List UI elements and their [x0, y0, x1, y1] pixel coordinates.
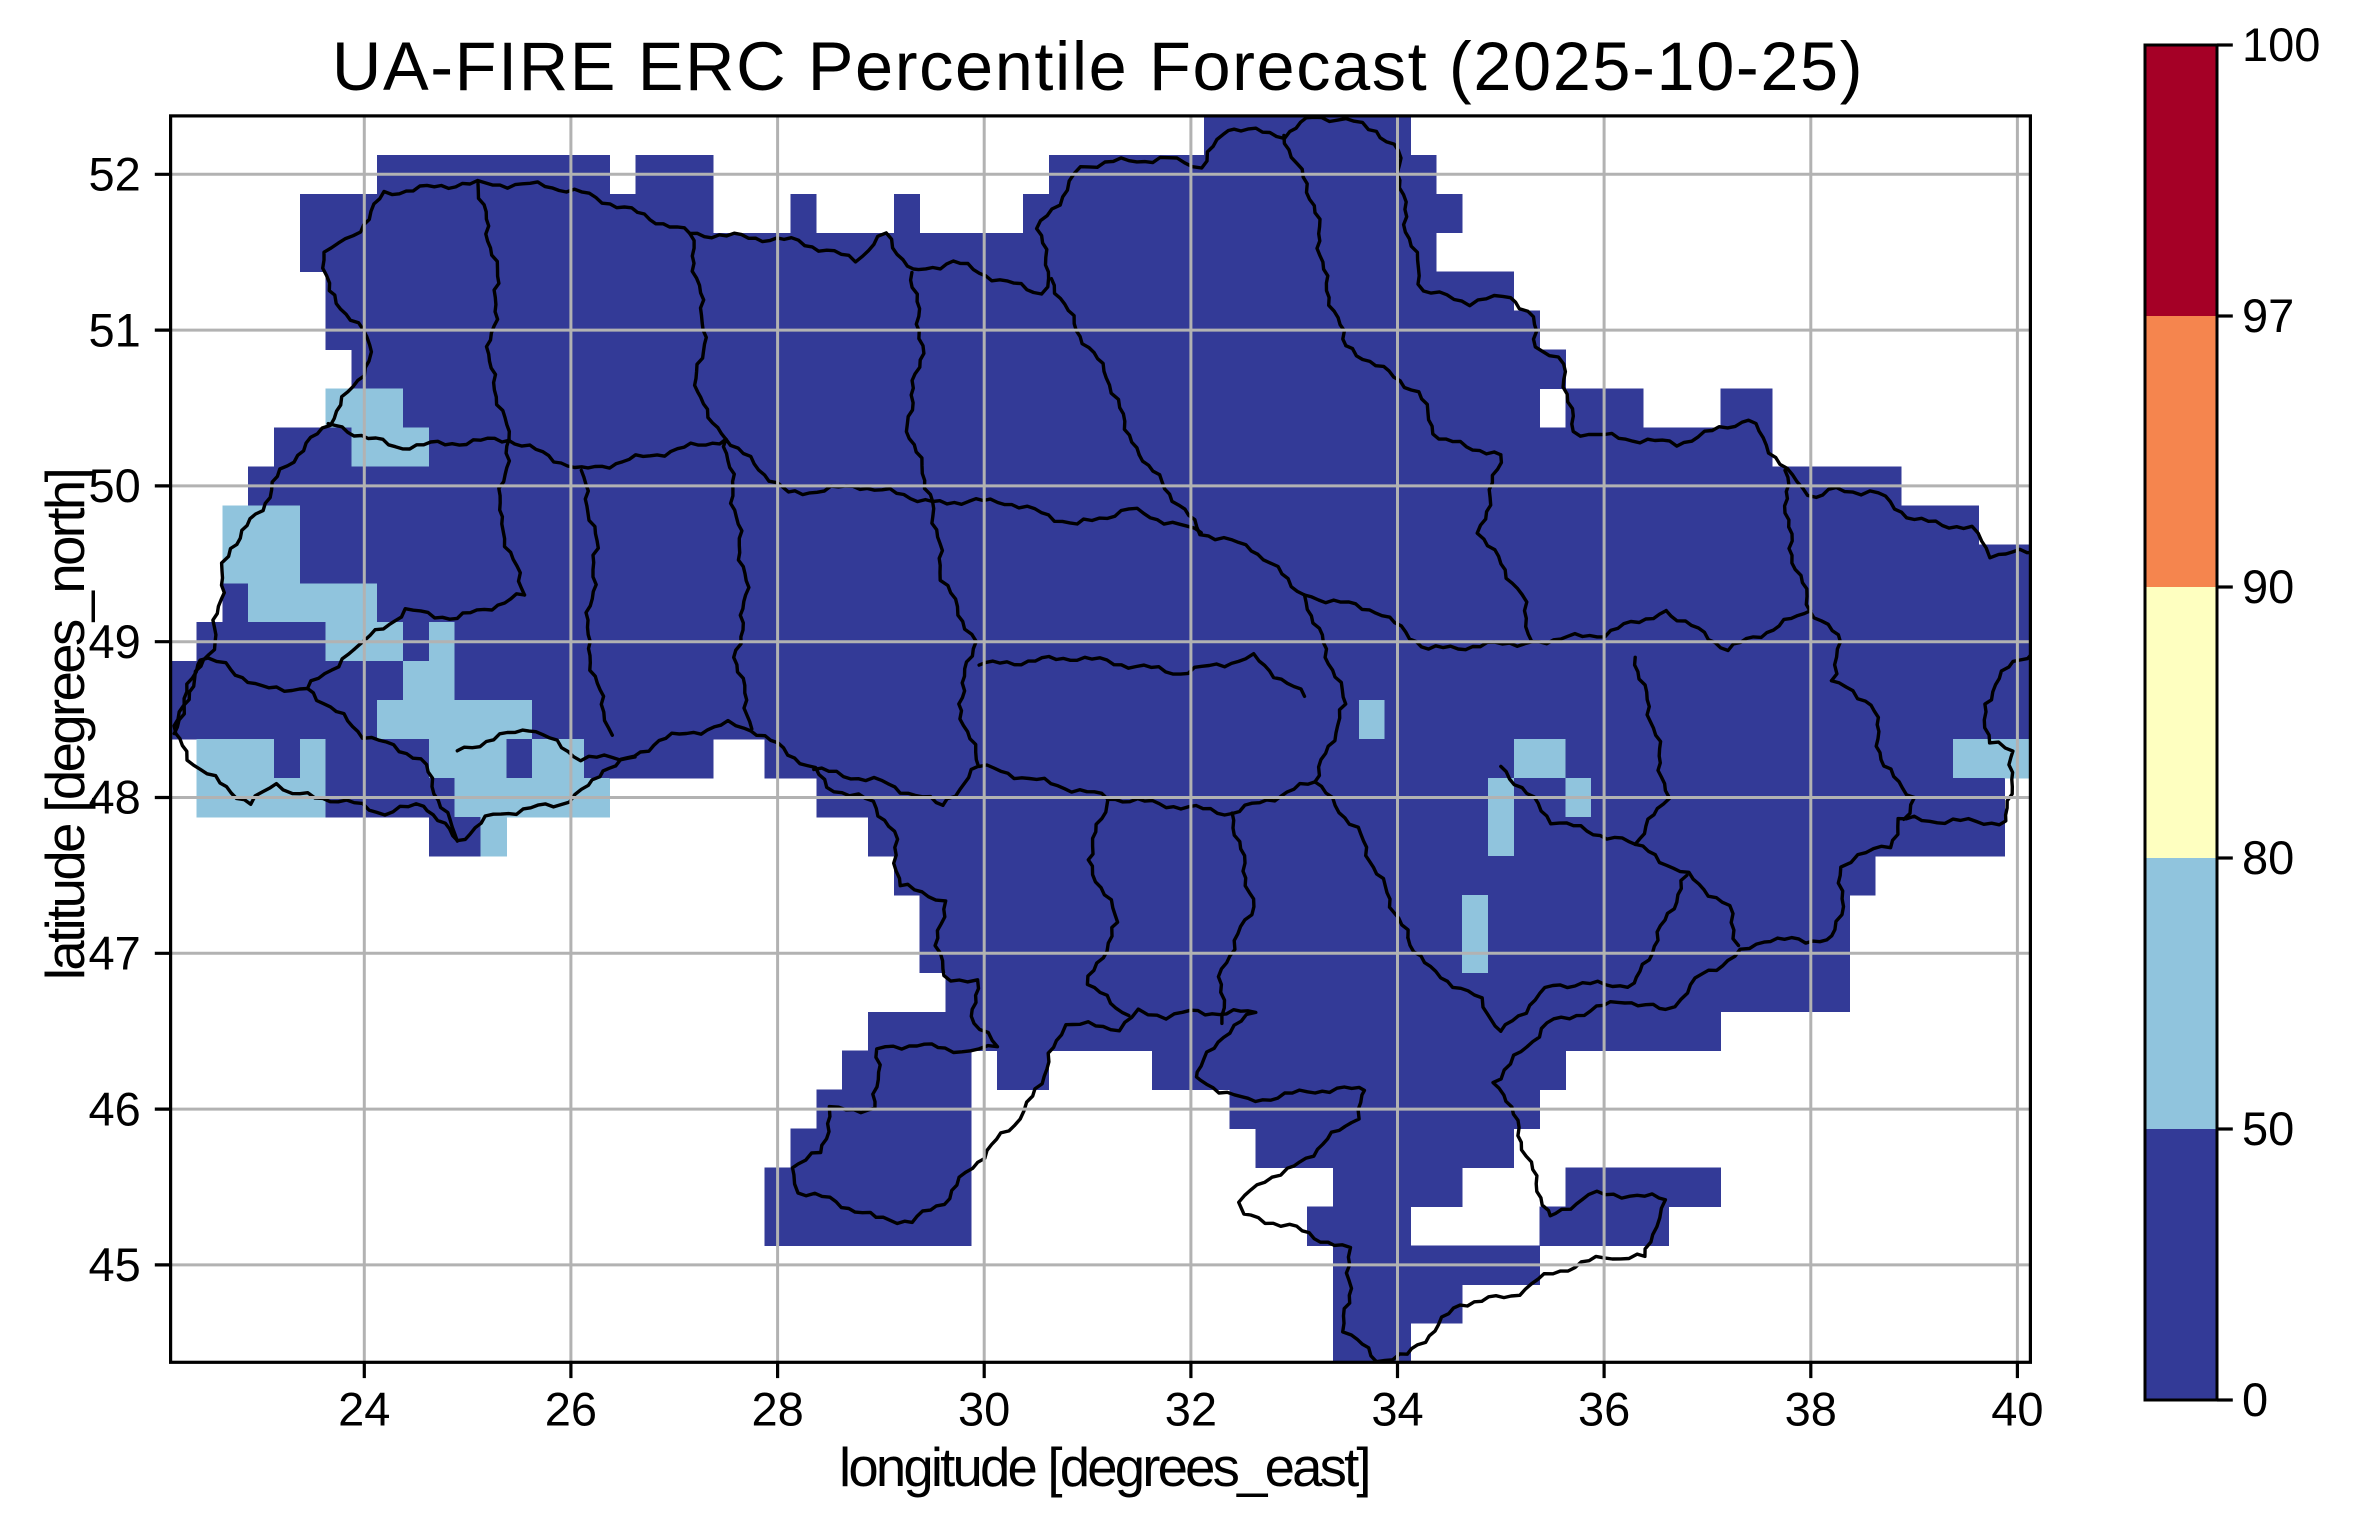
- svg-text:50: 50: [89, 459, 141, 512]
- svg-text:47: 47: [89, 927, 141, 980]
- svg-text:46: 46: [89, 1082, 141, 1135]
- svg-text:97: 97: [2242, 289, 2294, 342]
- svg-text:26: 26: [545, 1383, 597, 1436]
- svg-text:40: 40: [1991, 1383, 2043, 1436]
- svg-text:28: 28: [751, 1383, 803, 1436]
- svg-text:longitude [degrees_east]: longitude [degrees_east]: [839, 1437, 1369, 1498]
- svg-text:0: 0: [2242, 1373, 2268, 1426]
- svg-text:38: 38: [1785, 1383, 1837, 1436]
- svg-text:UA-FIRE ERC Percentile Forecas: UA-FIRE ERC Percentile Forecast (2025-10…: [332, 28, 1864, 105]
- svg-text:36: 36: [1578, 1383, 1630, 1436]
- svg-text:90: 90: [2242, 560, 2294, 613]
- svg-text:latitude [degrees_north]: latitude [degrees_north]: [35, 470, 96, 980]
- svg-text:52: 52: [89, 148, 141, 201]
- svg-text:24: 24: [338, 1383, 390, 1436]
- svg-text:48: 48: [89, 771, 141, 824]
- svg-text:51: 51: [89, 303, 141, 356]
- svg-text:30: 30: [958, 1383, 1010, 1436]
- svg-text:49: 49: [89, 615, 141, 668]
- svg-text:50: 50: [2242, 1102, 2294, 1155]
- svg-text:100: 100: [2242, 18, 2320, 71]
- svg-text:34: 34: [1371, 1383, 1423, 1436]
- svg-text:45: 45: [89, 1238, 141, 1291]
- svg-text:80: 80: [2242, 831, 2294, 884]
- svg-text:32: 32: [1165, 1383, 1217, 1436]
